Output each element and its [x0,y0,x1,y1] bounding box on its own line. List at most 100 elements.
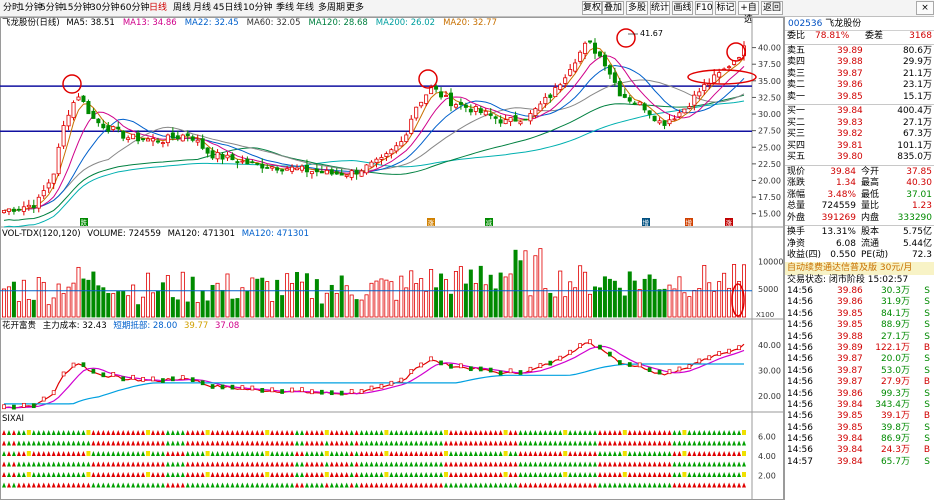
promo-banner[interactable]: 自动续费通达信普及版 30元/月 [785,261,934,275]
tick-price: 39.87 [837,354,863,365]
signal-highlight [265,430,270,435]
signal-arrow [702,440,707,446]
ask-label: 卖一 [787,91,806,102]
timeframe-tab[interactable]: 周线 [173,3,192,13]
toolbar-button[interactable]: +自选 [738,1,759,25]
signal-arrow [250,440,255,446]
signal-arrow [553,440,558,446]
signal-arrow [458,440,463,446]
signal-arrow [672,461,677,467]
flower-candle [280,389,284,394]
signal-arrow [280,482,285,488]
chart-frame [0,17,784,500]
timeframe-tab[interactable]: 30分钟 [90,3,120,13]
signal-arrow [573,461,578,467]
y-tick-label: 15.00 [758,210,781,219]
signal-arrow [429,482,434,488]
signal-arrow [607,430,612,435]
signal-arrow [96,472,101,477]
signal-arrow [637,430,642,435]
signal-arrow [369,472,374,477]
signal-arrow [344,482,349,488]
signal-arrow [111,451,116,456]
signal-arrow [627,472,632,477]
timeframe-tab[interactable]: 45日线 [213,3,243,13]
timeframe-tab[interactable]: 月线 [193,3,212,13]
signal-arrow [220,482,225,488]
close-icon[interactable]: × [916,1,934,15]
signal-arrow [86,482,91,488]
signal-highlight [622,430,627,435]
toolbar-button[interactable]: 返回 [761,1,783,15]
timeframe-tab[interactable]: 日线 [149,3,168,13]
signal-arrow [190,451,195,456]
flower-candle [81,362,86,368]
stat-value: 1.23 [911,201,932,211]
event-marker-label: 减 [486,218,493,227]
signal-arrow [414,472,419,477]
signal-arrow [498,440,503,446]
tick-time: 14:56 [787,365,813,376]
timeframe-tab[interactable]: 多周期 [318,3,346,13]
flower-candle [667,369,672,375]
tick-direction: B [923,411,930,422]
signal-arrow [647,430,652,435]
signal-arrow [588,451,593,456]
candle-body [503,119,508,125]
toolbar-button[interactable]: 多股 [626,1,648,15]
signal-highlight [742,472,746,477]
signal-arrow [270,430,275,435]
flower-candle [399,377,404,383]
tick-list[interactable]: 14:56 39.86 30.3万 S 14:56 39.86 31.9万 S 14:56 39.… [785,286,934,468]
toolbar-button[interactable]: F10 [695,1,713,15]
timeframe-tab[interactable]: 季线 [276,3,295,13]
event-marker-label: 涨 [428,218,435,227]
candle-body [111,126,116,130]
signal-arrow [101,451,106,456]
toolbar-button[interactable]: 标记 [715,1,736,15]
signal-arrow [662,482,667,488]
candle-body [727,66,732,69]
volume-bar [334,292,339,318]
signal-arrow [528,440,533,446]
chart-canvas[interactable]: 40.0037.5035.0032.5030.0027.5025.0022.50… [0,17,784,500]
timeframe-tab[interactable]: 1分钟 [19,3,43,13]
stat-label: 最高 [861,178,880,188]
toolbar-button[interactable]: 统计 [650,1,670,15]
signal-arrow [131,440,136,446]
toolbar-button[interactable]: 叠加 [602,1,624,15]
candle-body [642,103,647,111]
tick-price: 39.87 [837,365,863,376]
flower-candle [320,389,324,395]
timeframe-tab[interactable]: 5分钟 [40,3,64,13]
signal-arrow [483,430,488,435]
toolbar-button[interactable]: 画线 [672,1,693,15]
signal-arrow [141,472,146,477]
chart-area[interactable]: 40.00 37.50 35.00 32.50 30.00 27.50 25.00 22.50… [0,17,784,500]
toolbar-button[interactable]: 复权 [582,1,602,15]
timeframe-tab[interactable]: 60分钟 [120,3,150,13]
stat-value: 0.550 [830,250,856,260]
signal-arrow [245,451,250,456]
signal-arrow [31,451,36,456]
signal-arrow [2,461,6,467]
signal-arrow [722,461,727,467]
timeframe-tab[interactable]: 10分钟 [243,3,273,13]
timeframe-tab[interactable]: 分时 [3,3,22,13]
signal-arrow [717,451,722,456]
signal-arrow [285,482,290,488]
flower-candle [349,389,354,394]
timeframe-tab[interactable]: 15分钟 [62,3,92,13]
flower-header: 花开富贵 主力成本: 32.43 短期抵部: 28.00 39.77 37.08 [2,321,243,331]
stat-label: 股本 [861,227,880,237]
volume-bar [687,296,692,318]
timeframe-tab[interactable]: 年线 [296,3,315,13]
signal-arrow [255,472,260,477]
signal-arrow [190,430,195,435]
signal-arrow [424,430,429,435]
timeframe-tab[interactable]: 更多 [346,3,365,13]
signal-arrow [553,430,558,435]
tick-row: 14:56 39.86 99.3万 S [785,389,934,400]
signal-arrow [568,430,573,435]
signal-arrow [712,451,717,456]
